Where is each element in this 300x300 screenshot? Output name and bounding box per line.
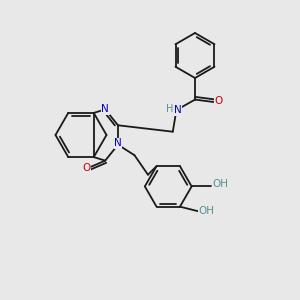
- Text: H: H: [166, 103, 173, 114]
- Text: N: N: [174, 105, 182, 115]
- Text: O: O: [82, 163, 91, 173]
- Text: N: N: [114, 138, 122, 148]
- Text: N: N: [101, 104, 109, 114]
- Text: OH: OH: [212, 179, 228, 189]
- Text: O: O: [214, 95, 223, 106]
- Text: OH: OH: [198, 206, 214, 216]
